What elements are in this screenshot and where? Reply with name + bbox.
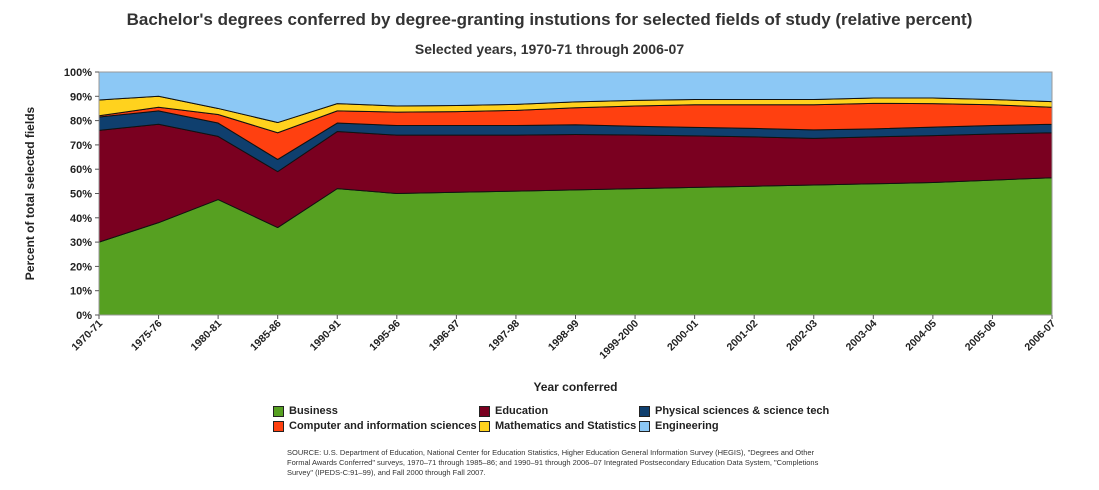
y-tick-label: 50% <box>70 189 92 201</box>
legend-swatch <box>273 420 284 432</box>
y-tick-label: 20% <box>70 261 92 273</box>
y-tick-label: 80% <box>70 116 92 128</box>
legend-label: Education <box>495 405 549 417</box>
legend-swatch <box>639 405 650 417</box>
legend-label: Computer and information sciences <box>289 420 477 432</box>
legend-item-physical-sciences: Physical sciences & science tech <box>639 405 859 417</box>
source-note: SOURCE: U.S. Department of Education, Na… <box>287 448 819 477</box>
legend-item-engineering: Engineering <box>639 420 859 432</box>
y-tick-label: 90% <box>70 91 92 103</box>
y-tick-label: 40% <box>70 213 92 225</box>
x-tick-label: 2005-06 <box>963 318 999 354</box>
x-tick-label: 2003-04 <box>844 318 880 354</box>
legend-item-business: Business <box>273 405 479 417</box>
x-tick-label: 1985-86 <box>248 318 284 354</box>
legend-label: Business <box>289 405 338 417</box>
x-tick-label: 2000-01 <box>665 318 701 354</box>
y-tick-label: 60% <box>70 164 92 176</box>
chart-title: Bachelor's degrees conferred by degree-g… <box>126 10 973 29</box>
x-tick-label: 2006-07 <box>1022 318 1058 354</box>
legend-item-computer-sciences: Computer and information sciences <box>273 420 479 432</box>
x-tick-label: 1980-81 <box>189 318 225 354</box>
x-tick-label: 1975-76 <box>129 318 165 354</box>
y-axis-ticks: 0% 10% 20% 30% 40% 50% 60% 70% 80% 90% 100% <box>64 67 99 322</box>
legend-item-mathematics: Mathematics and Statistics <box>479 420 639 432</box>
legend-label: Physical sciences & science tech <box>655 405 830 417</box>
x-tick-label: 1970-71 <box>69 318 105 354</box>
chart-legend: Business Education Physical sciences & s… <box>273 405 873 432</box>
y-tick-label: 30% <box>70 237 92 249</box>
area-layers <box>98 71 1053 316</box>
legend-swatch <box>273 405 284 417</box>
x-tick-label: 2001-02 <box>725 318 761 354</box>
y-tick-label: 10% <box>70 286 92 298</box>
y-tick-label: 70% <box>70 140 92 152</box>
x-tick-label: 1990-91 <box>308 318 344 354</box>
x-axis-ticks: 1970-71 1975-76 1980-81 1985-86 1990-91 1995-… <box>69 315 1058 362</box>
x-tick-label: 1997-98 <box>486 318 522 354</box>
legend-label: Engineering <box>655 420 719 432</box>
y-tick-label: 100% <box>64 67 92 79</box>
x-tick-label: 1998-99 <box>546 318 582 354</box>
x-tick-label: 1999-2000 <box>597 318 641 362</box>
x-axis-label: Year conferred <box>533 380 617 394</box>
y-tick-label: 0% <box>76 310 92 322</box>
legend-swatch <box>479 405 490 417</box>
x-tick-label: 1996-97 <box>427 318 463 354</box>
stacked-area-chart: 0% 10% 20% 30% 40% 50% 60% 70% 80% 90% 100% 1970-7… <box>23 67 1058 394</box>
x-tick-label: 2002-03 <box>784 318 820 354</box>
legend-swatch <box>639 420 650 432</box>
legend-item-education: Education <box>479 405 639 417</box>
x-tick-label: 2004-05 <box>903 318 939 354</box>
y-axis-label: Percent of total selected fields <box>23 106 37 280</box>
x-tick-label: 1995-96 <box>367 318 403 354</box>
legend-swatch <box>479 420 490 432</box>
chart-subtitle: Selected years, 1970-71 through 2006-07 <box>414 41 685 57</box>
legend-label: Mathematics and Statistics <box>495 420 637 432</box>
